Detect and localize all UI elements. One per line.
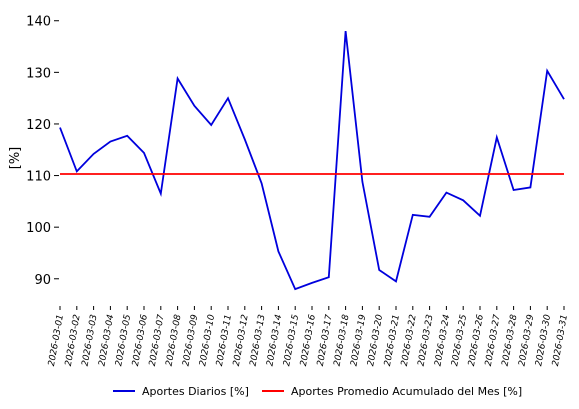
y-tick-label: 90 bbox=[34, 273, 51, 288]
y-tick-label: 140 bbox=[26, 15, 51, 30]
x-tick-label: 2026-03-03 bbox=[81, 314, 100, 368]
x-tick-label: 2026-03-17 bbox=[316, 314, 335, 368]
y-tick-label: 110 bbox=[26, 170, 51, 185]
series-line-0 bbox=[59, 31, 565, 291]
x-tick-label: 2026-03-24 bbox=[433, 314, 452, 368]
x-tick-label: 2026-03-16 bbox=[299, 314, 318, 368]
legend-label: Aportes Promedio Acumulado del Mes [%] bbox=[291, 385, 522, 398]
x-tick-label: 2026-03-01 bbox=[47, 314, 66, 367]
x-tick-label: 2026-03-23 bbox=[417, 314, 436, 368]
x-tick-label: 2026-03-19 bbox=[349, 314, 368, 368]
x-tick-label: 2026-03-12 bbox=[232, 314, 251, 368]
x-tick-label: 2026-03-26 bbox=[467, 314, 486, 368]
y-tick-label: 100 bbox=[26, 221, 51, 236]
x-tick-label: 2026-03-18 bbox=[333, 314, 352, 368]
x-tick-label: 2026-03-30 bbox=[534, 314, 553, 368]
x-tick-label: 2026-03-05 bbox=[114, 314, 133, 368]
x-tick-label: 2026-03-04 bbox=[97, 314, 116, 368]
x-tick-label: 2026-03-09 bbox=[181, 314, 200, 368]
x-tick-label: 2026-03-21 bbox=[383, 314, 402, 367]
x-tick-label: 2026-03-20 bbox=[366, 314, 385, 368]
x-tick-label: 2026-03-06 bbox=[131, 314, 150, 368]
y-axis: 90 100 110 120 130 140 bbox=[26, 15, 59, 288]
x-tick-label: 2026-03-22 bbox=[400, 314, 419, 368]
x-tick-label: 2026-03-29 bbox=[517, 314, 536, 368]
y-tick-label: 130 bbox=[26, 66, 51, 81]
y-axis-label: [%] bbox=[8, 147, 23, 170]
legend-label: Aportes Diarios [%] bbox=[142, 385, 249, 398]
x-tick-label: 2026-03-13 bbox=[249, 314, 268, 368]
x-tick-label: 2026-03-25 bbox=[450, 314, 469, 368]
legend: Aportes Diarios [%] Aportes Promedio Acum… bbox=[113, 385, 522, 398]
x-tick-label: 2026-03-14 bbox=[265, 314, 284, 368]
x-tick-label: 2026-03-27 bbox=[484, 314, 503, 368]
x-tick-label: 2026-03-10 bbox=[198, 314, 217, 368]
y-tick-label: 120 bbox=[26, 118, 51, 133]
x-tick-label: 2026-03-28 bbox=[501, 314, 520, 368]
x-tick-label: 2026-03-02 bbox=[64, 314, 83, 368]
x-tick-label: 2026-03-08 bbox=[165, 314, 184, 368]
series-layer bbox=[59, 31, 565, 291]
x-tick-label: 2026-03-31 bbox=[551, 314, 570, 367]
x-tick-label: 2026-03-07 bbox=[148, 314, 167, 368]
x-tick-label: 2026-03-15 bbox=[282, 314, 301, 368]
x-tick-label: 2026-03-11 bbox=[215, 314, 234, 367]
x-axis: 2026-03-012026-03-022026-03-032026-03-04… bbox=[47, 306, 570, 367]
